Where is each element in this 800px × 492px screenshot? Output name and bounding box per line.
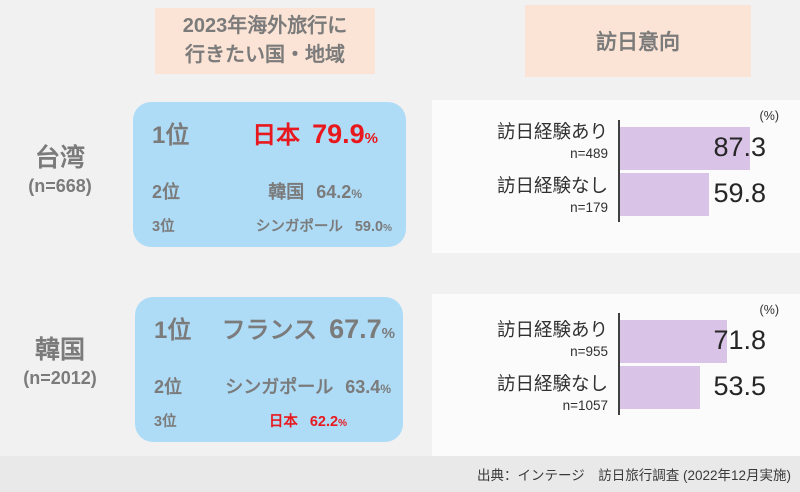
bar-category: 訪日経験あり: [496, 121, 608, 142]
country-share: 64.2%: [316, 182, 362, 203]
share-unit: %: [380, 382, 391, 396]
rank-entry: シンガポール 63.4%: [225, 373, 391, 399]
country-share: 63.4%: [345, 377, 391, 398]
bar-value-not-experienced: 53.5: [713, 371, 766, 401]
country-share: 59.0%: [355, 219, 392, 235]
share-value: 59.0: [354, 219, 384, 235]
group-name: 韓国: [34, 336, 85, 364]
bars-area: [618, 313, 727, 415]
bar-value-not-experienced: 59.8: [713, 178, 766, 208]
bar-value-experienced: 87.3: [713, 132, 766, 162]
country-name: 日本: [252, 122, 301, 149]
country-name: フランス: [221, 317, 318, 344]
bar-not-experienced: [620, 366, 700, 409]
group-label-taiwan: 台湾 (n=668): [6, 138, 114, 197]
visit-intent-column-header: 訪日意向: [525, 5, 751, 77]
rank-label: 1位: [152, 122, 190, 149]
group-name: 台湾: [34, 144, 85, 172]
country-name: 韓国: [268, 182, 305, 202]
share-unit: %: [381, 325, 395, 342]
rank-row-3: 3位 シンガポール 59.0%: [152, 215, 406, 236]
country-share: 67.7%: [329, 314, 395, 345]
group-sample-size: (n=2012): [23, 368, 97, 388]
rank-entry: 日本 79.9%: [252, 115, 378, 150]
rank-row-2: 2位 韓国 64.2%: [152, 178, 406, 204]
rank-row-2: 2位 シンガポール 63.4%: [154, 373, 403, 399]
bar-value-experienced: 71.8: [713, 325, 766, 355]
rank-entry: フランス 67.7%: [222, 310, 395, 345]
country-name: 日本: [268, 414, 298, 430]
ranking-column-header: 2023年海外旅行に 行きたい国・地域: [155, 8, 375, 74]
bar-label-not-experienced: 訪日経験なし n=1057: [432, 372, 608, 413]
country-name: シンガポール: [225, 377, 334, 397]
bar-label-experienced: 訪日経験あり n=955: [432, 318, 608, 359]
bar-sample-size: n=179: [570, 200, 608, 215]
ranking-box-korea: 1位 フランス 67.7% 2位 シンガポール 63.4% 3位 日本 62.2…: [135, 297, 403, 442]
visit-intent-title: 訪日意向: [596, 31, 680, 54]
rank-row-1: 1位 日本 79.9%: [152, 115, 406, 150]
country-share: 79.9%: [312, 119, 378, 150]
share-value: 64.2: [316, 182, 352, 202]
rank-label: 2位: [154, 377, 183, 397]
rank-label: 3位: [152, 219, 175, 235]
bar-category: 訪日経験あり: [496, 319, 608, 340]
rank-row-3: 3位 日本 62.2%: [154, 410, 403, 431]
bar-label-experienced: 訪日経験あり n=489: [432, 120, 608, 161]
rank-entry: 韓国 64.2%: [268, 178, 362, 204]
ranking-box-taiwan: 1位 日本 79.9% 2位 韓国 64.2% 3位 シンガポール 59.0%: [133, 102, 406, 247]
share-value: 79.9: [312, 119, 365, 149]
country-name: シンガポール: [255, 219, 343, 235]
share-unit: %: [364, 130, 378, 147]
percent-unit-label: (%): [759, 109, 779, 123]
country-share: 62.2%: [310, 414, 347, 430]
visit-intent-chart-korea: 訪日経験あり n=955 訪日経験なし n=1057 71.8 53.5 (%): [432, 294, 800, 457]
group-sample-size: (n=668): [28, 176, 92, 196]
share-value: 63.4: [345, 377, 381, 397]
rank-entry: 日本 62.2%: [269, 410, 347, 431]
rank-entry: シンガポール 59.0%: [256, 215, 392, 236]
source-band: 出典：インテージ 訪日旅行調査 (2022年12月実施): [0, 456, 800, 492]
bar-sample-size: n=1057: [562, 398, 608, 413]
percent-unit-label: (%): [759, 303, 779, 317]
share-value: 62.2: [309, 414, 339, 430]
visit-intent-chart-taiwan: 訪日経験あり n=489 訪日経験なし n=179 87.3 59.8 (%): [432, 100, 800, 253]
share-unit: %: [383, 223, 392, 234]
share-value: 67.7: [329, 314, 382, 344]
bar-sample-size: n=489: [570, 146, 608, 161]
source-text: 出典：インテージ 訪日旅行調査 (2022年12月実施): [476, 468, 791, 483]
bar-sample-size: n=955: [570, 344, 608, 359]
rank-label: 3位: [154, 414, 177, 430]
bar-experienced: [620, 127, 750, 170]
bar-label-not-experienced: 訪日経験なし n=179: [432, 174, 608, 215]
share-unit: %: [338, 418, 347, 429]
bar-category: 訪日経験なし: [496, 175, 608, 196]
ranking-title-line2: 行きたい国・地域: [185, 44, 345, 66]
bars-area: [618, 120, 750, 222]
bar-category: 訪日経験なし: [496, 373, 608, 394]
bar-not-experienced: [620, 173, 709, 216]
group-label-korea: 韓国 (n=2012): [6, 330, 114, 389]
share-unit: %: [351, 187, 362, 201]
rank-label: 2位: [152, 182, 181, 202]
bar-experienced: [620, 320, 727, 363]
ranking-title-line1: 2023年海外旅行に: [182, 15, 348, 37]
rank-row-1: 1位 フランス 67.7%: [154, 310, 403, 345]
rank-label: 1位: [154, 317, 192, 344]
